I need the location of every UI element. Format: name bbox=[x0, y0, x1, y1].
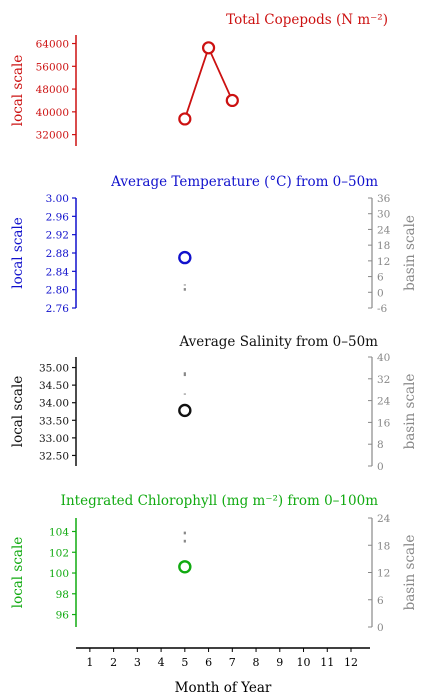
left-tick-label: 2.84 bbox=[46, 266, 70, 278]
x-tick-label: 2 bbox=[110, 656, 117, 669]
x-tick-label: 4 bbox=[158, 656, 165, 669]
right-tick-label: 30 bbox=[377, 209, 390, 221]
left-tick-label: 96 bbox=[56, 610, 70, 622]
panel-title: Average Temperature (°C) from 0–50m bbox=[110, 174, 378, 190]
left-tick-label: 2.96 bbox=[46, 211, 70, 223]
left-tick-label: 104 bbox=[49, 526, 69, 538]
left-tick-label: 34.50 bbox=[39, 380, 69, 392]
panel-title: Total Copepods (N m⁻²) bbox=[226, 12, 388, 28]
left-axis-label: local scale bbox=[10, 537, 26, 609]
x-tick-label: 3 bbox=[134, 656, 141, 669]
right-tick-label: 6 bbox=[377, 595, 384, 607]
data-point bbox=[201, 41, 216, 55]
x-tick-label: 10 bbox=[297, 656, 311, 669]
x-tick-label: 5 bbox=[181, 656, 188, 669]
data-point bbox=[178, 560, 192, 574]
x-tick-label: 9 bbox=[276, 656, 283, 669]
x-tick-label: 11 bbox=[320, 656, 334, 669]
right-tick-label: 36 bbox=[377, 193, 391, 205]
right-tick-label: 0 bbox=[377, 461, 384, 473]
x-tick-label: 7 bbox=[229, 656, 236, 669]
left-tick-label: 35.00 bbox=[39, 363, 69, 375]
right-tick-label: 32 bbox=[377, 374, 390, 386]
left-tick-label: 2.80 bbox=[46, 285, 69, 297]
left-tick-label: 2.88 bbox=[46, 248, 69, 260]
right-tick-label: -6 bbox=[377, 303, 388, 315]
left-tick-label: 2.92 bbox=[46, 230, 69, 242]
right-axis-label: basin scale bbox=[402, 374, 418, 450]
x-tick-label: 6 bbox=[205, 656, 212, 669]
left-tick-label: 32000 bbox=[36, 130, 69, 142]
panel-title: Average Salinity from 0–50m bbox=[178, 334, 378, 350]
left-tick-label: 32.50 bbox=[39, 450, 69, 462]
right-tick-label: 16 bbox=[377, 417, 391, 429]
series-line bbox=[183, 45, 234, 120]
left-axis-label: local scale bbox=[10, 217, 26, 289]
x-axis-label: Month of Year bbox=[175, 680, 272, 696]
left-tick-label: 33.50 bbox=[39, 415, 69, 427]
right-tick-label: 12 bbox=[377, 256, 390, 268]
right-tick-label: 24 bbox=[377, 513, 391, 525]
right-tick-label: 0 bbox=[377, 287, 384, 299]
left-tick-label: 56000 bbox=[36, 61, 69, 73]
left-tick-label: 64000 bbox=[36, 39, 69, 51]
data-point bbox=[178, 112, 192, 126]
left-tick-label: 98 bbox=[56, 589, 69, 601]
data-point bbox=[178, 403, 192, 418]
left-tick-label: 100 bbox=[49, 568, 69, 580]
data-point bbox=[178, 250, 192, 265]
right-tick-label: 24 bbox=[377, 396, 391, 408]
left-tick-label: 33.00 bbox=[39, 433, 69, 445]
right-tick-label: 0 bbox=[377, 622, 384, 634]
left-axis-label: local scale bbox=[10, 376, 26, 448]
panel-title: Integrated Chlorophyll (mg m⁻²) from 0–1… bbox=[61, 493, 379, 509]
left-tick-label: 34.00 bbox=[39, 398, 69, 410]
right-tick-label: 6 bbox=[377, 272, 384, 284]
right-tick-label: 18 bbox=[377, 540, 390, 552]
left-tick-label: 48000 bbox=[36, 84, 69, 96]
left-axis-label: local scale bbox=[10, 55, 26, 127]
x-tick-label: 12 bbox=[344, 656, 358, 669]
left-tick-label: 102 bbox=[49, 547, 69, 559]
x-tick-label: 1 bbox=[86, 656, 93, 669]
left-tick-label: 2.76 bbox=[46, 303, 70, 315]
data-point bbox=[225, 93, 239, 108]
right-tick-label: 18 bbox=[377, 240, 390, 252]
left-tick-label: 3.00 bbox=[46, 193, 69, 205]
right-axis-label: basin scale bbox=[402, 215, 418, 291]
left-tick-label: 40000 bbox=[36, 107, 69, 119]
right-tick-label: 24 bbox=[377, 224, 391, 236]
right-tick-label: 12 bbox=[377, 568, 390, 580]
right-tick-label: 8 bbox=[377, 439, 384, 451]
right-axis-label: basin scale bbox=[402, 535, 418, 611]
right-tick-label: 40 bbox=[377, 352, 390, 364]
x-tick-label: 8 bbox=[253, 656, 260, 669]
